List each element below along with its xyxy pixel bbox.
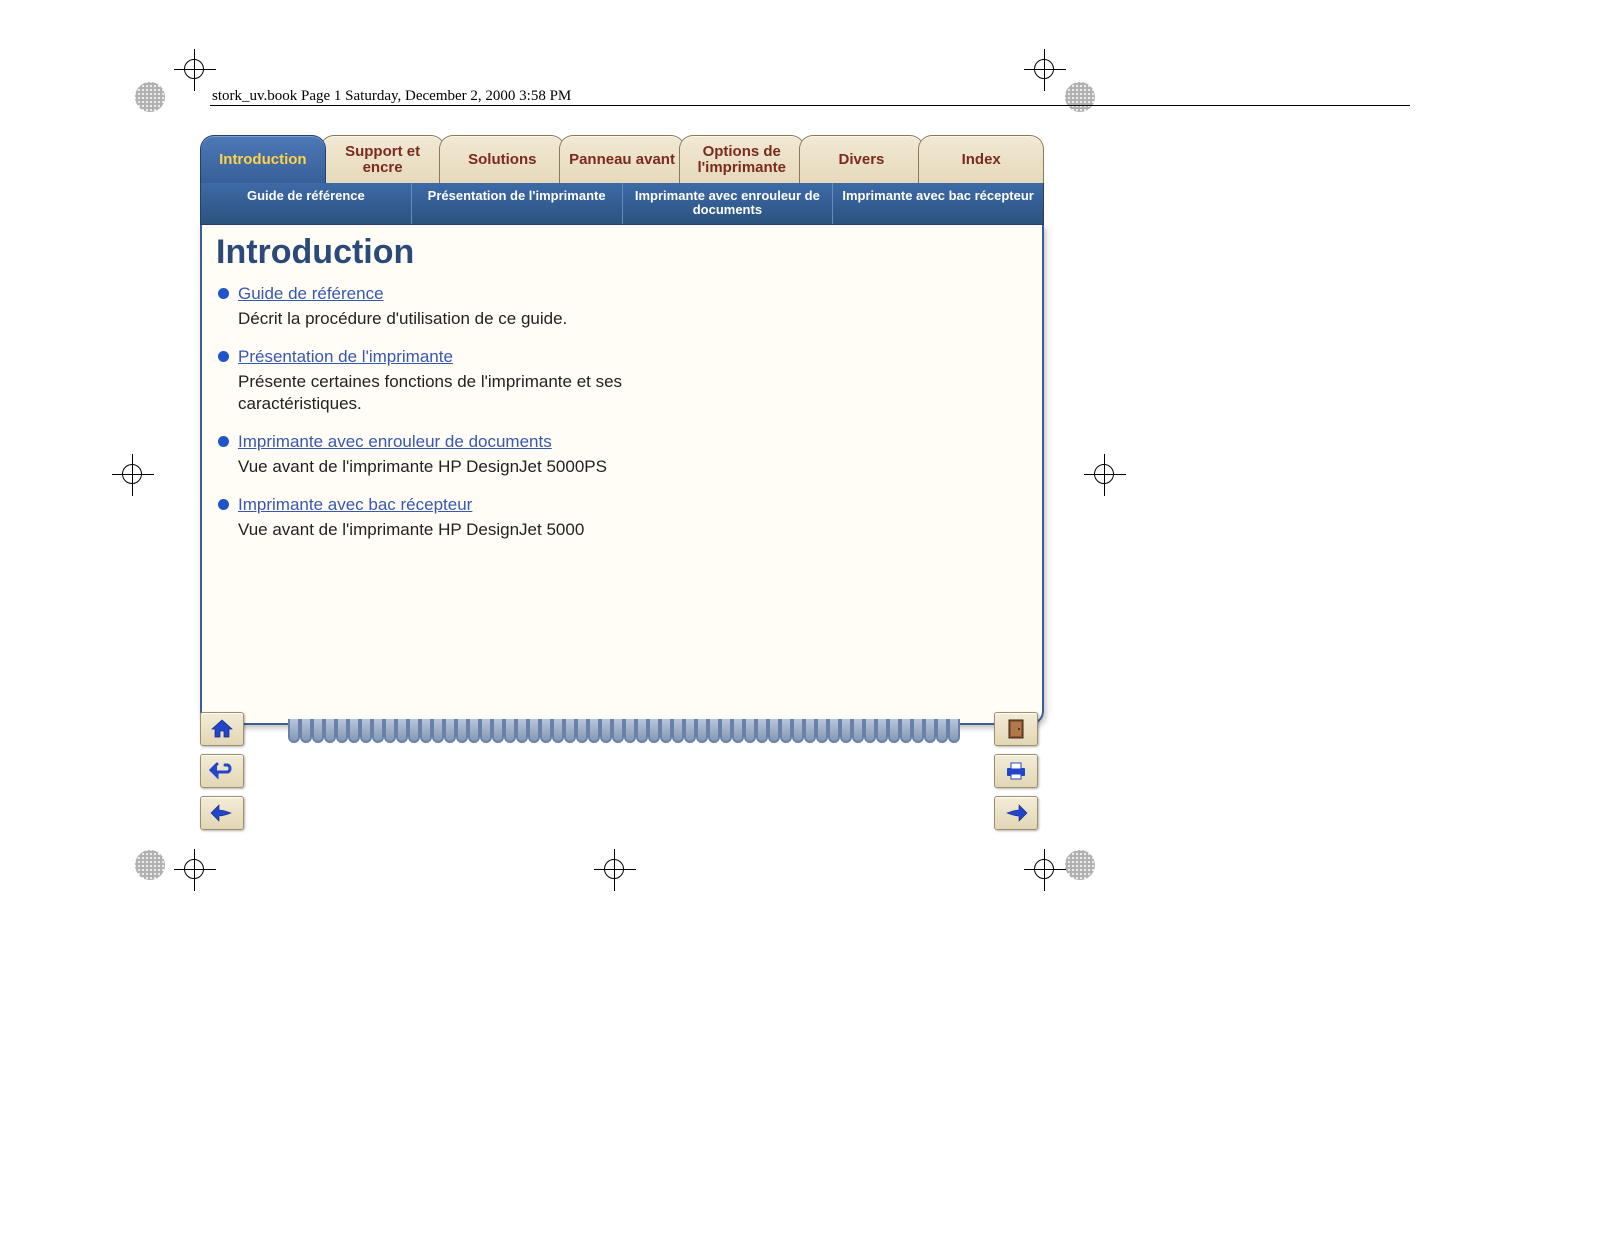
tab-label: Solutions bbox=[468, 152, 536, 168]
list-item: Imprimante avec bac récepteur bbox=[238, 495, 1022, 515]
print-icon bbox=[1003, 760, 1029, 782]
bullet-icon bbox=[218, 436, 229, 447]
tab-index[interactable]: Index bbox=[918, 135, 1044, 183]
tab-label: Panneau avant bbox=[569, 152, 675, 168]
tab-solutions[interactable]: Solutions bbox=[439, 135, 565, 183]
subnav-guide[interactable]: Guide de référence bbox=[201, 183, 412, 224]
sub-nav: Guide de référence Présentation de l'imp… bbox=[200, 183, 1044, 225]
tab-label: Options de l'imprimante bbox=[686, 144, 798, 176]
tab-label: Divers bbox=[839, 152, 885, 168]
item-desc: Vue avant de l'imprimante HP DesignJet 5… bbox=[238, 456, 658, 479]
tab-panneau-avant[interactable]: Panneau avant bbox=[559, 135, 685, 183]
subnav-presentation[interactable]: Présentation de l'imprimante bbox=[412, 183, 623, 224]
item-desc: Présente certaines fonctions de l'imprim… bbox=[238, 371, 658, 417]
prev-button[interactable] bbox=[200, 796, 244, 830]
tab-support-encre[interactable]: Support et encre bbox=[320, 135, 446, 183]
bullet-icon bbox=[218, 288, 229, 299]
document-page: Introduction Support et encre Solutions … bbox=[200, 135, 1044, 751]
page-title: Introduction bbox=[216, 233, 1022, 272]
next-button[interactable] bbox=[994, 796, 1038, 830]
home-button[interactable] bbox=[200, 712, 244, 746]
prev-icon bbox=[209, 802, 235, 824]
nav-buttons-right bbox=[994, 712, 1038, 830]
back-button[interactable] bbox=[200, 754, 244, 788]
link-bac[interactable]: Imprimante avec bac récepteur bbox=[238, 495, 472, 514]
page-header-text: stork_uv.book Page 1 Saturday, December … bbox=[212, 88, 571, 105]
nav-buttons-left bbox=[200, 712, 244, 830]
link-presentation[interactable]: Présentation de l'imprimante bbox=[238, 347, 453, 366]
exit-button[interactable] bbox=[994, 712, 1038, 746]
tab-bar: Introduction Support et encre Solutions … bbox=[200, 135, 1044, 183]
tab-label: Introduction bbox=[219, 152, 306, 168]
print-button[interactable] bbox=[994, 754, 1038, 788]
list-item: Présentation de l'imprimante bbox=[238, 347, 1022, 367]
back-icon bbox=[209, 760, 235, 782]
spiral-binding bbox=[200, 719, 1044, 751]
next-icon bbox=[1003, 802, 1029, 824]
item-desc: Décrit la procédure d'utilisation de ce … bbox=[238, 308, 658, 331]
tab-label: Index bbox=[962, 152, 1001, 168]
bullet-icon bbox=[218, 499, 229, 510]
item-desc: Vue avant de l'imprimante HP DesignJet 5… bbox=[238, 519, 658, 542]
subnav-enrouleur[interactable]: Imprimante avec enrouleur de documents bbox=[623, 183, 834, 224]
tab-introduction[interactable]: Introduction bbox=[200, 135, 326, 183]
content-panel: Introduction Guide de référence Décrit l… bbox=[200, 225, 1044, 725]
subnav-bac[interactable]: Imprimante avec bac récepteur bbox=[833, 183, 1043, 224]
tab-options-imprimante[interactable]: Options de l'imprimante bbox=[679, 135, 805, 183]
list-item: Imprimante avec enrouleur de documents bbox=[238, 432, 1022, 452]
tab-label: Support et encre bbox=[327, 144, 439, 176]
header-rule bbox=[210, 105, 1410, 106]
home-icon bbox=[209, 718, 235, 740]
link-guide[interactable]: Guide de référence bbox=[238, 284, 384, 303]
door-icon bbox=[1003, 718, 1029, 740]
tab-divers[interactable]: Divers bbox=[799, 135, 925, 183]
bullet-icon bbox=[218, 351, 229, 362]
list-item: Guide de référence bbox=[238, 284, 1022, 304]
link-enrouleur[interactable]: Imprimante avec enrouleur de documents bbox=[238, 432, 552, 451]
